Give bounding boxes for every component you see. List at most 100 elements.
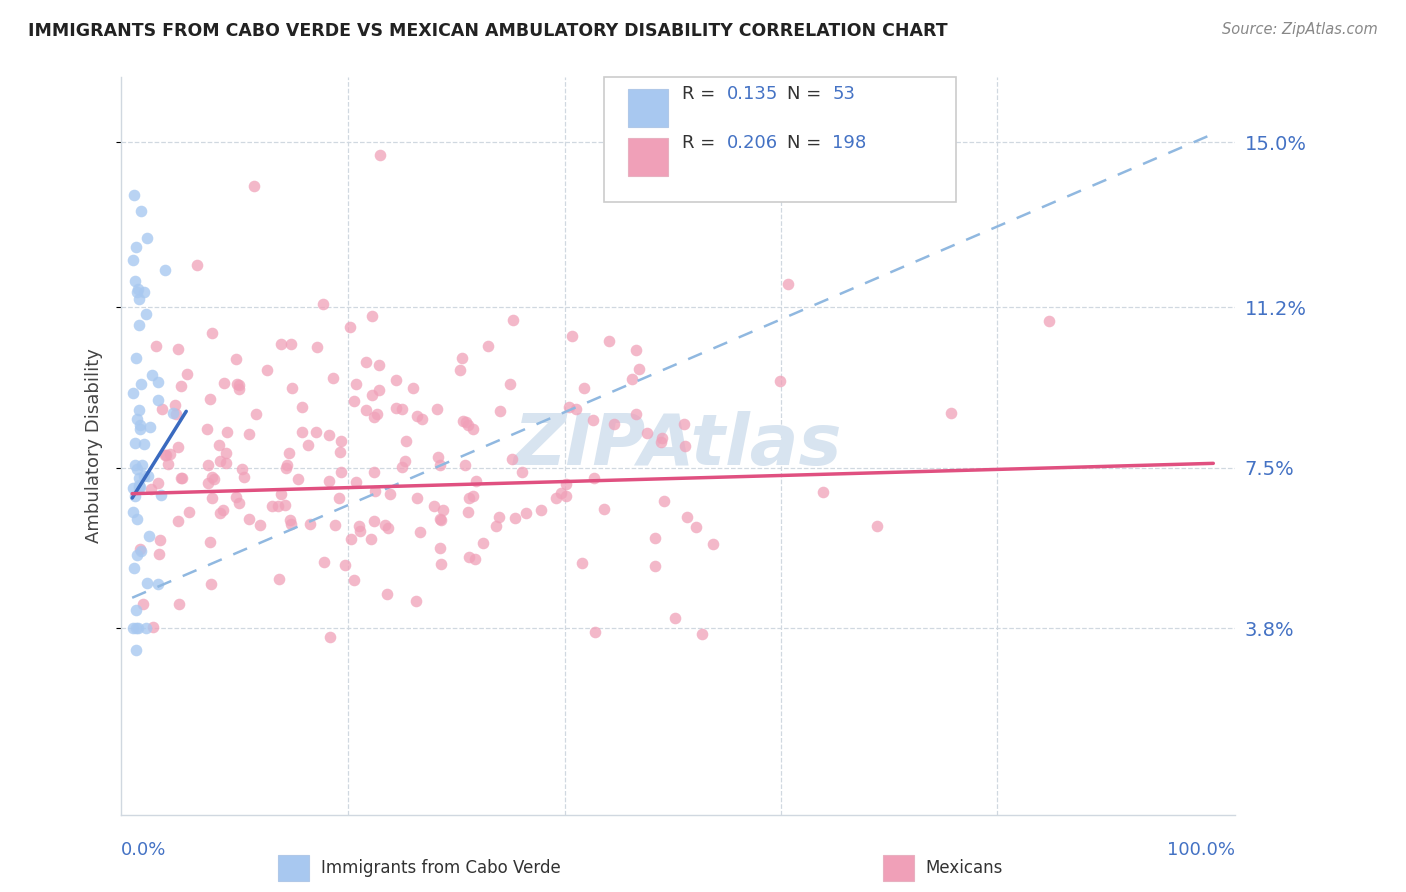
Point xyxy=(391,401,413,416)
Point xyxy=(150,488,173,502)
Point xyxy=(146,375,169,389)
Point xyxy=(212,376,235,390)
Point xyxy=(141,368,163,382)
Point xyxy=(314,555,336,569)
Point xyxy=(128,480,150,494)
Point xyxy=(124,489,146,503)
Point xyxy=(186,258,208,272)
Point xyxy=(146,476,169,491)
Point xyxy=(349,524,371,539)
Point xyxy=(702,537,724,551)
Point xyxy=(530,503,553,517)
Point xyxy=(122,252,145,267)
Point xyxy=(131,376,153,391)
Point xyxy=(278,446,301,460)
Point xyxy=(128,478,150,492)
Point xyxy=(156,457,179,471)
Point xyxy=(583,625,606,640)
Point xyxy=(197,476,219,491)
Point xyxy=(238,511,260,525)
Point xyxy=(291,425,314,440)
Point xyxy=(464,551,486,566)
Point xyxy=(650,435,672,450)
Point xyxy=(323,517,346,532)
Point xyxy=(654,494,676,508)
Point xyxy=(651,431,673,445)
Point xyxy=(368,358,391,372)
Point xyxy=(200,392,222,406)
Point xyxy=(225,352,247,367)
Point xyxy=(395,434,418,448)
Point xyxy=(866,518,889,533)
Point xyxy=(165,407,187,421)
Point xyxy=(215,445,238,459)
Point xyxy=(201,326,224,340)
Point xyxy=(287,472,309,486)
Point xyxy=(318,474,340,488)
Point xyxy=(319,630,342,644)
Point xyxy=(561,329,583,343)
Point xyxy=(148,547,170,561)
Text: 198: 198 xyxy=(832,134,866,153)
Point xyxy=(170,379,193,393)
Point xyxy=(454,458,477,472)
Point xyxy=(343,573,366,587)
Point xyxy=(347,519,370,533)
Point xyxy=(135,307,157,321)
Point xyxy=(134,436,156,450)
Point xyxy=(269,572,291,586)
Point xyxy=(176,367,198,381)
Point xyxy=(328,491,350,505)
Point xyxy=(132,469,155,483)
Point xyxy=(544,491,567,505)
Point xyxy=(367,383,389,397)
Point xyxy=(243,178,266,193)
Text: 53: 53 xyxy=(832,85,855,103)
Point xyxy=(558,400,581,414)
Point xyxy=(208,438,231,452)
Point xyxy=(136,575,159,590)
Point xyxy=(406,409,429,423)
Point xyxy=(270,337,292,351)
Point xyxy=(124,274,146,288)
Point xyxy=(150,402,173,417)
Point xyxy=(405,491,427,506)
Point xyxy=(344,475,367,489)
Point xyxy=(485,519,508,533)
Point xyxy=(122,504,145,518)
Point xyxy=(125,603,148,617)
Point xyxy=(127,282,149,296)
Point xyxy=(276,458,298,472)
Text: Mexicans: Mexicans xyxy=(925,859,1002,877)
Point xyxy=(135,621,157,635)
Point xyxy=(225,490,247,504)
Point xyxy=(555,489,578,503)
Point xyxy=(409,524,432,539)
Point xyxy=(776,277,799,292)
Point xyxy=(423,500,446,514)
Point xyxy=(125,642,148,657)
Point xyxy=(411,412,433,426)
Point xyxy=(127,462,149,476)
Point xyxy=(274,460,297,475)
Point xyxy=(166,342,188,356)
Point xyxy=(128,292,150,306)
Point xyxy=(122,481,145,495)
Point xyxy=(195,422,218,436)
Point xyxy=(201,470,224,484)
Point xyxy=(280,517,302,532)
Point xyxy=(811,485,834,500)
Point xyxy=(429,557,451,571)
Point xyxy=(124,458,146,472)
Point xyxy=(217,425,239,440)
Point xyxy=(941,406,963,420)
Text: ZIPAtlas: ZIPAtlas xyxy=(513,411,842,481)
Point xyxy=(457,418,479,433)
Point xyxy=(129,480,152,494)
Point xyxy=(503,510,526,524)
Point xyxy=(125,548,148,562)
Point xyxy=(450,351,472,365)
Point xyxy=(312,297,335,311)
Point xyxy=(270,487,292,501)
Point xyxy=(132,597,155,611)
